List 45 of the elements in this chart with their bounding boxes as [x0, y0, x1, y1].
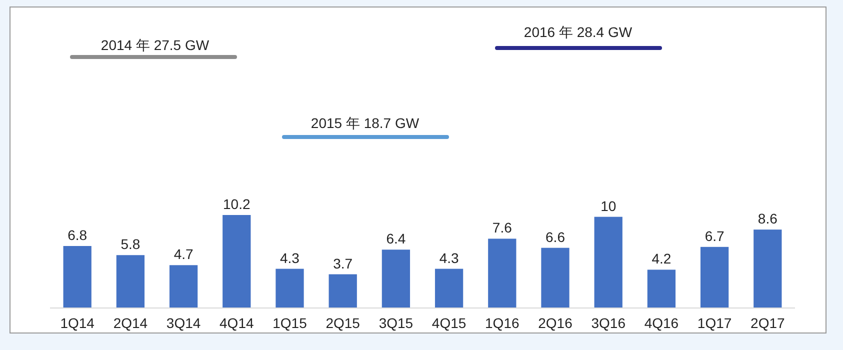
x-tick-label: 1Q16 [485, 314, 520, 331]
bar [276, 268, 304, 308]
data-label: 5.8 [120, 236, 140, 252]
data-label: 3.7 [333, 255, 353, 272]
data-label: 7.6 [492, 220, 512, 236]
bar [754, 230, 782, 308]
data-label: 6.6 [546, 228, 566, 245]
x-tick-label: 1Q14 [60, 314, 95, 331]
bar [594, 216, 622, 308]
bar [382, 250, 410, 308]
x-tick-label: 2Q14 [113, 314, 148, 331]
bar [541, 248, 570, 308]
data-label: 6.4 [386, 230, 406, 247]
bar [700, 246, 729, 308]
data-label: 4.3 [280, 250, 300, 266]
x-tick-label: 3Q16 [591, 314, 626, 331]
bar [488, 238, 516, 308]
x-tick-label: 1Q15 [272, 314, 308, 331]
x-tick-label: 1Q17 [697, 314, 732, 331]
bar [434, 268, 464, 308]
text: 2015 年 18.7 GW [310, 115, 420, 131]
data-label: 4.7 [174, 246, 194, 262]
bar [647, 270, 676, 308]
data-label: 8.6 [758, 210, 778, 227]
bar [222, 215, 251, 308]
bar [328, 274, 357, 308]
data-label: 4.2 [652, 250, 672, 267]
bar [169, 265, 198, 308]
bar [116, 255, 145, 308]
data-label: 10 [600, 198, 616, 214]
x-tick-label: 4Q16 [644, 314, 679, 331]
data-label: 4.3 [439, 250, 459, 266]
x-tick-label: 2Q15 [326, 314, 360, 331]
x-tick-label: 2Q17 [750, 314, 785, 331]
data-label: 6.7 [704, 228, 724, 244]
text: 2016 年 28.4 GW [524, 24, 633, 40]
data-label: 10.2 [223, 196, 250, 212]
x-tick-label: 3Q14 [166, 314, 201, 331]
data-label: 6.8 [68, 227, 88, 243]
text: 2014 年 27.5 GW [100, 37, 210, 53]
x-tick-label: 2Q16 [538, 314, 573, 331]
x-tick-label: 4Q14 [220, 314, 254, 331]
x-tick-label: 3Q15 [378, 314, 414, 331]
x-tick-label: 4Q15 [432, 314, 466, 331]
bar [63, 246, 92, 308]
